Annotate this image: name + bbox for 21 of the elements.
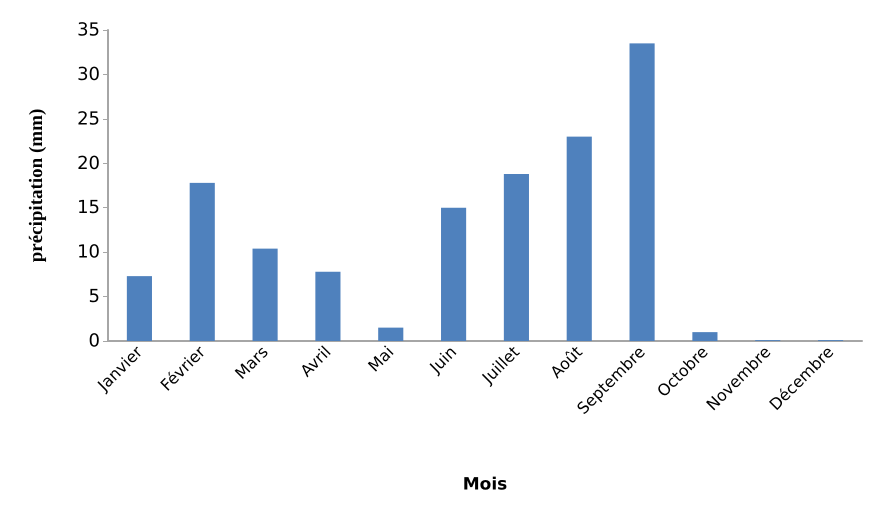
x-axis-title: Mois (462, 474, 508, 494)
y-tick-label: 0 (88, 330, 100, 352)
y-tick-label: 30 (77, 64, 100, 85)
y-tick-label: 20 (77, 152, 100, 174)
bar (378, 328, 404, 341)
y-tick-label: 35 (77, 20, 100, 40)
bar (692, 332, 718, 341)
y-axis-title: précipitation (mm) (26, 108, 47, 262)
bar (190, 182, 215, 341)
bar (566, 136, 592, 341)
bar (441, 208, 466, 341)
y-tick-label: 10 (77, 242, 100, 263)
x-tick-label: Mai (364, 342, 398, 376)
bar (630, 43, 655, 341)
y-tick-label: 5 (88, 286, 100, 308)
bar (126, 276, 152, 341)
bar (504, 174, 529, 341)
y-tick-label: 25 (77, 108, 100, 130)
bar (252, 248, 278, 341)
y-tick-label: 15 (77, 197, 100, 218)
bar (315, 272, 340, 341)
